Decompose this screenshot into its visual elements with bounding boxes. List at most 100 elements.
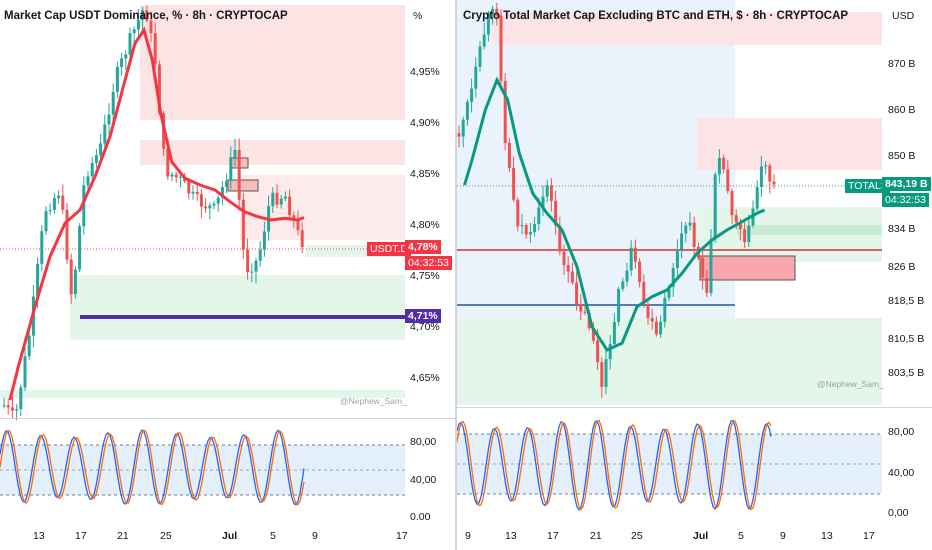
candle-body: [646, 303, 650, 318]
y-axis-label: 4,85%: [410, 168, 440, 180]
watermark: @Nephew_Sam_: [817, 379, 884, 389]
candle-body: [705, 277, 709, 293]
symbol-tag: TOTAL3: [845, 179, 890, 193]
candle-body: [27, 335, 31, 357]
candle-body: [629, 247, 633, 271]
candle-body: [254, 260, 258, 272]
candles: [457, 2, 776, 399]
candle-body: [570, 271, 574, 283]
candle-body: [558, 225, 562, 252]
candle-body: [549, 185, 553, 201]
candle-body: [170, 174, 174, 177]
candle-body: [229, 157, 233, 181]
supply-zone-2: [140, 140, 405, 165]
candle-body: [516, 199, 520, 227]
candle-body: [78, 226, 82, 270]
y-axis-label: 4,70%: [410, 321, 440, 333]
x-axis-label: 25: [631, 530, 643, 542]
candle-body: [52, 198, 56, 210]
candle-body: [288, 196, 292, 216]
y-axis-label: 818,5 B: [888, 295, 925, 307]
candle-body: [237, 149, 241, 200]
pane-separator[interactable]: [0, 418, 455, 419]
candle-body: [44, 211, 48, 232]
usdt-dominance-chart-panel[interactable]: Market Cap USDT Dominance, % · 8h · CRYP…: [0, 0, 455, 550]
y-axis-label: 4,80%: [410, 219, 440, 231]
y-axis-label: 860 B: [888, 104, 916, 116]
candle-body: [755, 186, 759, 209]
order-block-box[interactable]: [699, 255, 796, 281]
candle-body: [566, 265, 570, 272]
candle-body: [157, 64, 161, 114]
candle-body: [283, 196, 287, 199]
candle-body: [470, 88, 474, 102]
osc-label: 80,00: [888, 426, 915, 438]
y-axis-label: 4,65%: [410, 372, 440, 384]
candle-body: [478, 46, 482, 67]
candle-body: [61, 195, 65, 210]
candle-body: [482, 34, 486, 47]
candle-body: [279, 198, 283, 205]
candle-body: [246, 249, 250, 273]
candle-body: [701, 257, 705, 278]
candle-body: [220, 186, 224, 198]
x-axis-label: 9: [465, 530, 471, 542]
candle-body: [667, 286, 671, 298]
candle-body: [250, 271, 254, 273]
candle-body: [650, 317, 654, 322]
candle-body: [528, 232, 532, 235]
axis-unit-label: USD: [892, 10, 915, 22]
osc-label: 40,00: [888, 467, 915, 479]
panel-divider[interactable]: [455, 0, 457, 550]
candle-body: [212, 203, 216, 206]
stoch-d-line: [457, 419, 772, 511]
candle-body: [199, 194, 203, 207]
candle-body: [208, 205, 212, 209]
x-axis-label: 17: [396, 530, 408, 542]
candle-body: [145, 10, 149, 21]
candle-body: [633, 247, 637, 262]
candle-body: [149, 20, 153, 34]
y-axis-label: 810,5 B: [888, 333, 925, 345]
candle-body: [296, 219, 300, 231]
y-axis-label: 4,75%: [410, 270, 440, 282]
order-block-box-2[interactable]: [227, 179, 259, 192]
candle-body: [103, 124, 107, 144]
candle-body: [19, 387, 23, 410]
candle-body: [541, 196, 545, 208]
candle-body: [579, 304, 583, 312]
total3-chart-panel[interactable]: Crypto Total Market Cap Excluding BTC an…: [457, 0, 932, 550]
total3-chart-canvas[interactable]: [457, 0, 932, 550]
candle-body: [461, 119, 465, 137]
candle-body: [743, 229, 747, 243]
candle-body: [675, 249, 679, 268]
candle-body: [524, 225, 528, 235]
x-axis-label: Jul: [693, 530, 709, 542]
candle-body: [617, 288, 621, 322]
level-tag: 4,71%: [405, 309, 441, 323]
pane-separator[interactable]: [457, 407, 932, 408]
candle-body: [2, 405, 6, 407]
candle-body: [713, 174, 717, 240]
candle-body: [730, 191, 734, 216]
candle-body: [187, 181, 191, 194]
candle-body: [562, 251, 566, 266]
axis-unit-label: %: [413, 10, 423, 22]
candle-body: [474, 66, 478, 89]
osc-label: 40,00: [410, 474, 437, 486]
candle-body: [583, 311, 587, 313]
candle-body: [608, 344, 612, 360]
candle-body: [73, 269, 77, 295]
supply-zone: [140, 5, 405, 120]
candle-body: [537, 207, 541, 225]
candle-body: [271, 192, 275, 207]
candle-body: [734, 215, 738, 223]
x-axis-label: 5: [270, 530, 276, 542]
candle-body: [671, 267, 675, 287]
candle-body: [69, 259, 73, 295]
candle-body: [10, 407, 14, 411]
candle-body: [495, 8, 499, 16]
candle-body: [36, 263, 40, 297]
osc-label: 0.00: [410, 511, 431, 523]
usdt-dominance-chart-canvas[interactable]: [0, 0, 455, 550]
